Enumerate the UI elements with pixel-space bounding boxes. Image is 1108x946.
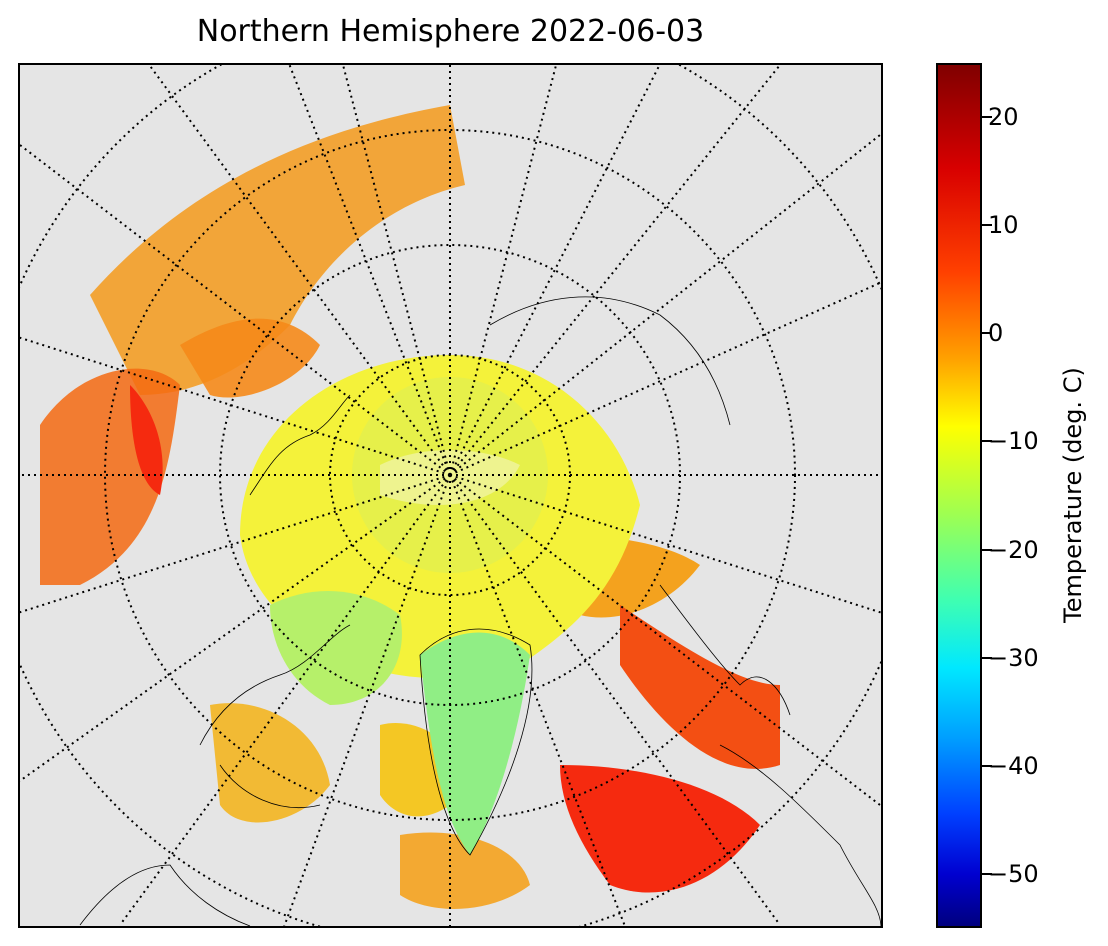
colorbar-label: Temperature (deg. C) bbox=[1059, 367, 1087, 623]
colorbar-tick bbox=[982, 548, 992, 551]
coast-canada bbox=[199, 624, 351, 746]
field-kamchatka bbox=[130, 385, 163, 495]
colorbar-tick-label: −10 bbox=[988, 427, 1039, 456]
colorbar-tick-label: −40 bbox=[988, 751, 1039, 780]
meridian-21 bbox=[288, 65, 451, 476]
meridian-16 bbox=[20, 474, 451, 614]
coast-greenland bbox=[419, 628, 533, 856]
coast-siberia bbox=[489, 296, 731, 426]
meridian-8 bbox=[449, 474, 881, 614]
meridian-3 bbox=[449, 65, 661, 476]
temperature-field bbox=[40, 105, 780, 909]
field-hudson bbox=[210, 703, 330, 823]
field-labrador bbox=[400, 832, 530, 909]
field-north-atlantic bbox=[560, 765, 760, 893]
coast-scandinavia bbox=[659, 584, 791, 716]
map-svg bbox=[20, 65, 881, 926]
colorbar-tick-label: −50 bbox=[988, 859, 1039, 888]
meridian-19 bbox=[20, 144, 451, 476]
colorbar-tick-label: 10 bbox=[988, 211, 1019, 240]
coast-alaska bbox=[249, 394, 351, 496]
colorbar-tick bbox=[982, 440, 992, 443]
colorbar-tick-label: −30 bbox=[988, 643, 1039, 672]
map-title: Northern Hemisphere 2022-06-03 bbox=[196, 14, 705, 49]
colorbar bbox=[936, 63, 982, 928]
field-norwegian bbox=[620, 605, 780, 769]
colorbar-tick bbox=[982, 116, 992, 119]
coast-europe bbox=[719, 744, 881, 926]
meridian-22 bbox=[342, 65, 451, 476]
field-okhotsk bbox=[180, 318, 320, 398]
meridian-18 bbox=[20, 336, 451, 476]
coast-hudson-bay bbox=[219, 764, 321, 808]
colorbar-tick bbox=[982, 332, 992, 335]
colorbar-tick-label: 0 bbox=[988, 319, 1004, 348]
coastlines bbox=[79, 296, 881, 926]
colorbar-tick bbox=[982, 764, 992, 767]
polar-map[interactable] bbox=[18, 63, 883, 928]
field-archipelago bbox=[270, 591, 402, 705]
meridian-5 bbox=[449, 134, 881, 476]
colorbar-tick-label: −20 bbox=[988, 535, 1039, 564]
parallel-3 bbox=[104, 129, 796, 821]
graticule bbox=[20, 65, 881, 926]
field-greenland bbox=[420, 632, 530, 855]
field-pacific-north bbox=[90, 105, 465, 395]
meridian-4 bbox=[449, 65, 781, 476]
colorbar-tick bbox=[982, 656, 992, 659]
colorbar-tick-label: 20 bbox=[988, 103, 1019, 132]
meridian-9 bbox=[449, 474, 881, 806]
meridian-15 bbox=[20, 474, 451, 783]
coast-north-america bbox=[79, 864, 251, 926]
colorbar-tick bbox=[982, 872, 992, 875]
meridian-2 bbox=[449, 65, 558, 476]
meridian-6 bbox=[449, 281, 881, 476]
colorbar-tick bbox=[982, 224, 992, 227]
